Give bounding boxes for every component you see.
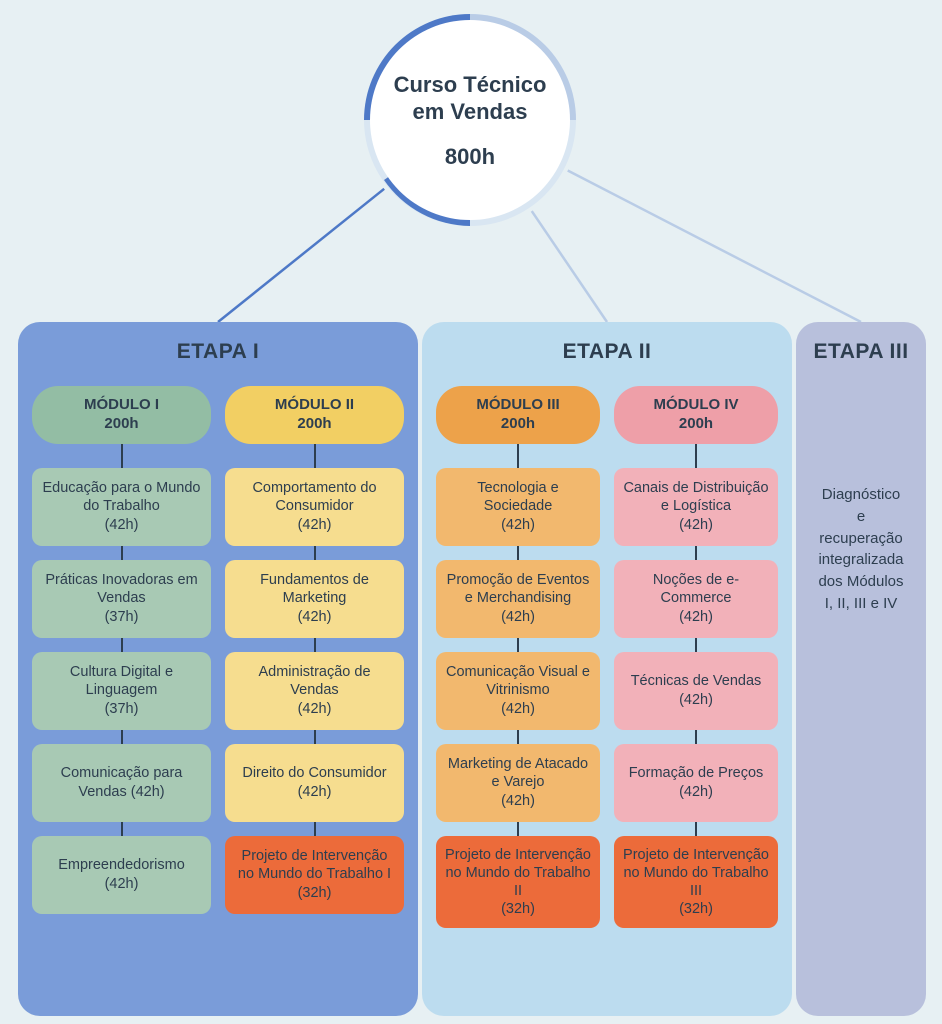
module-pill: MÓDULO I200h [32, 386, 211, 444]
course-card: Projeto de Intervenção no Mundo do Traba… [225, 836, 404, 914]
course-card: Direito do Consumidor(42h) [225, 744, 404, 822]
course-card: Promoção de Eventos e Merchandising(42h) [436, 560, 600, 638]
course-card: Administração de Vendas(42h) [225, 652, 404, 730]
course-card: Formação de Preços(42h) [614, 744, 778, 822]
module-column: MÓDULO II200h Comportamento do Consumidor… [225, 386, 404, 914]
course-title: Curso Técnico em Vendas [390, 71, 550, 126]
hub-connector-line [532, 211, 607, 322]
course-card: Práticas Inovadoras em Vendas(37h) [32, 560, 211, 638]
module-columns: MÓDULO III200h Tecnologia e Sociedade(42h… [436, 386, 778, 928]
stage-title: ETAPA III [810, 340, 912, 364]
module-column: MÓDULO IV200h Canais de Distribuição e Lo… [614, 386, 778, 928]
module-pill: MÓDULO III200h [436, 386, 600, 444]
hub-connector-line [218, 189, 384, 322]
module-pill: MÓDULO II200h [225, 386, 404, 444]
course-hub: Curso Técnico em Vendas 800h [360, 10, 580, 230]
stage-title: ETAPA I [32, 340, 404, 364]
hub-connector-line [568, 170, 861, 322]
stage-3: ETAPA III Diagnóstico e recuperação integ… [796, 322, 926, 1016]
module-columns: MÓDULO I200h Educação para o Mundo do Tra… [32, 386, 404, 914]
stage-1: ETAPA I MÓDULO I200h Educação para o Mundo… [18, 322, 418, 1016]
course-card: Projeto de Intervenção no Mundo do Traba… [436, 836, 600, 929]
module-pill: MÓDULO IV200h [614, 386, 778, 444]
module-column: MÓDULO I200h Educação para o Mundo do Tra… [32, 386, 211, 914]
course-card: Canais de Distribuição e Logística(42h) [614, 468, 778, 546]
course-card: Noções de e-Commerce(42h) [614, 560, 778, 638]
course-card: Tecnologia e Sociedade(42h) [436, 468, 600, 546]
course-card: Educação para o Mundo do Trabalho(42h) [32, 468, 211, 546]
course-hours: 800h [445, 144, 495, 170]
course-card: Técnicas de Vendas(42h) [614, 652, 778, 730]
course-card: Comportamento do Consumidor(42h) [225, 468, 404, 546]
stage-title: ETAPA II [436, 340, 778, 364]
course-card: Marketing de Atacado e Varejo(42h) [436, 744, 600, 822]
module-column: MÓDULO III200h Tecnologia e Sociedade(42h… [436, 386, 600, 928]
course-card: Empreendedorismo(42h) [32, 836, 211, 914]
hub-inner: Curso Técnico em Vendas 800h [370, 20, 570, 220]
course-card: Comunicação Visual e Vitrinismo(42h) [436, 652, 600, 730]
course-card: Fundamentos de Marketing(42h) [225, 560, 404, 638]
stage-note: Diagnóstico e recuperação integralizada … [810, 484, 912, 615]
course-card: Projeto de Intervenção no Mundo do Traba… [614, 836, 778, 929]
course-card: Comunicação para Vendas (42h) [32, 744, 211, 822]
course-card: Cultura Digital e Linguagem(37h) [32, 652, 211, 730]
stage-2: ETAPA II MÓDULO III200h Tecnologia e Socie… [422, 322, 792, 1016]
